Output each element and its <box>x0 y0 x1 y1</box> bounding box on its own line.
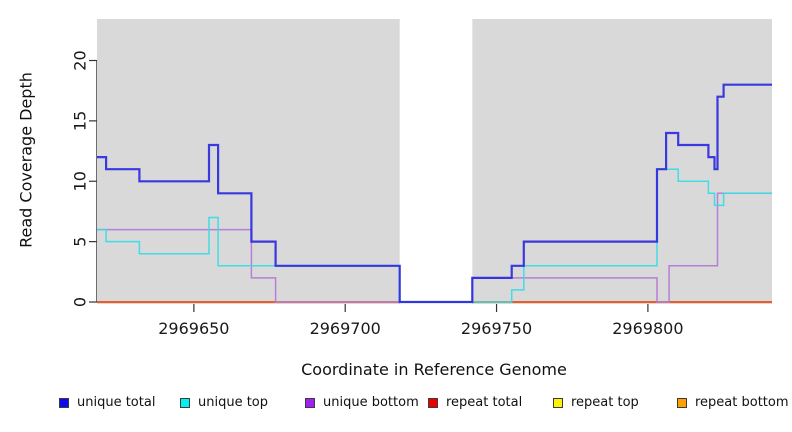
legend-swatch-repeat-bottom <box>677 397 687 408</box>
y-tick-label: 5 <box>71 237 90 247</box>
legend-swatch-unique-total <box>59 397 69 408</box>
legend-swatch-unique-bottom <box>305 397 315 408</box>
x-tick-label: 2969800 <box>612 319 683 338</box>
no-data-band <box>399 19 473 304</box>
series-line-unique-bottom <box>97 192 772 303</box>
legend-label: repeat bottom <box>695 395 789 410</box>
legend-swatch-repeat-top <box>553 397 563 408</box>
legend-label: unique bottom <box>323 395 419 410</box>
legend-swatch-unique-top <box>180 397 190 408</box>
legend-label: repeat top <box>571 395 639 410</box>
series-line-unique-total <box>97 83 772 304</box>
legend-label: repeat total <box>446 395 523 410</box>
x-tick-label: 2969750 <box>461 319 532 338</box>
legend-item-repeat-bottom: repeat bottom <box>677 395 789 410</box>
x-tick-label: 2969650 <box>158 319 229 338</box>
legend-item-unique-total: unique total <box>59 395 155 410</box>
legend-item-unique-top: unique top <box>180 395 268 410</box>
legend-item-repeat-top: repeat top <box>553 395 639 410</box>
x-axis-title: Coordinate in Reference Genome <box>301 360 567 379</box>
legend-label: unique total <box>77 395 156 410</box>
y-tick-label: 20 <box>71 50 90 70</box>
series-line-unique-top <box>97 168 772 303</box>
legend-swatch-repeat-total <box>428 397 438 408</box>
y-tick-label: 10 <box>71 171 90 191</box>
y-axis-title: Read Coverage Depth <box>16 72 36 248</box>
legend-label: unique top <box>198 395 269 410</box>
y-tick-label: 15 <box>71 111 90 131</box>
legend-item-unique-bottom: unique bottom <box>305 395 419 410</box>
x-tick-label: 2969700 <box>310 319 381 338</box>
y-tick-label: 0 <box>71 297 90 307</box>
legend-item-repeat-total: repeat total <box>428 395 522 410</box>
